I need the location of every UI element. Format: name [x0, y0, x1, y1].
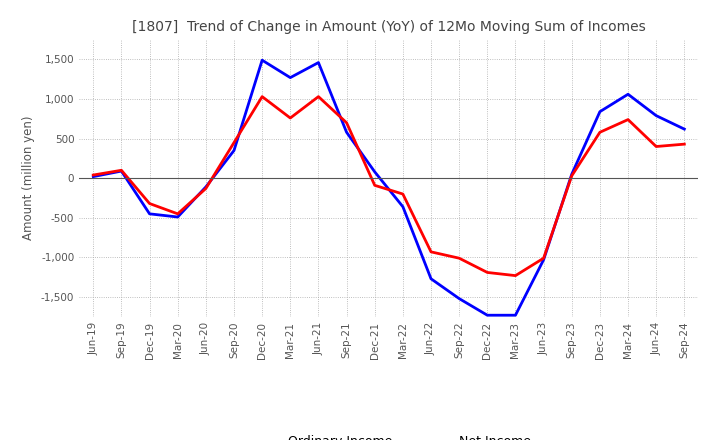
Ordinary Income [230, 148, 238, 153]
Net Income [145, 201, 154, 206]
Ordinary Income [89, 174, 98, 179]
Net Income [539, 256, 548, 261]
Ordinary Income [539, 257, 548, 262]
Line: Net Income: Net Income [94, 97, 684, 275]
Net Income [89, 172, 98, 178]
Ordinary Income [595, 109, 604, 114]
Net Income [202, 186, 210, 191]
Ordinary Income [427, 276, 436, 282]
Ordinary Income [342, 130, 351, 135]
Y-axis label: Amount (million yen): Amount (million yen) [22, 116, 35, 240]
Net Income [370, 183, 379, 188]
Net Income [427, 249, 436, 254]
Ordinary Income [314, 60, 323, 65]
Net Income [483, 270, 492, 275]
Net Income [511, 273, 520, 278]
Title: [1807]  Trend of Change in Amount (YoY) of 12Mo Moving Sum of Incomes: [1807] Trend of Change in Amount (YoY) o… [132, 20, 646, 34]
Ordinary Income [399, 204, 408, 209]
Net Income [652, 144, 660, 149]
Ordinary Income [511, 312, 520, 318]
Net Income [258, 94, 266, 99]
Net Income [455, 256, 464, 261]
Ordinary Income [286, 75, 294, 80]
Ordinary Income [174, 214, 182, 220]
Ordinary Income [370, 169, 379, 175]
Ordinary Income [483, 312, 492, 318]
Net Income [399, 191, 408, 197]
Net Income [624, 117, 632, 122]
Net Income [117, 168, 126, 173]
Ordinary Income [652, 113, 660, 118]
Net Income [680, 142, 688, 147]
Ordinary Income [455, 296, 464, 301]
Ordinary Income [117, 169, 126, 174]
Net Income [174, 211, 182, 216]
Ordinary Income [202, 184, 210, 190]
Net Income [595, 130, 604, 135]
Net Income [286, 115, 294, 121]
Legend: Ordinary Income, Net Income: Ordinary Income, Net Income [240, 429, 537, 440]
Net Income [230, 140, 238, 145]
Net Income [314, 94, 323, 99]
Ordinary Income [624, 92, 632, 97]
Ordinary Income [680, 126, 688, 132]
Ordinary Income [145, 211, 154, 216]
Ordinary Income [567, 172, 576, 177]
Line: Ordinary Income: Ordinary Income [94, 60, 684, 315]
Net Income [567, 173, 576, 179]
Ordinary Income [258, 58, 266, 63]
Net Income [342, 120, 351, 125]
